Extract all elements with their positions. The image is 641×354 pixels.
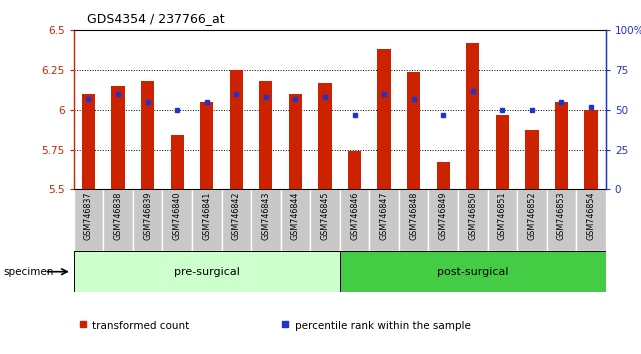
Text: GSM746850: GSM746850 [468, 191, 478, 240]
Text: GSM746842: GSM746842 [232, 191, 241, 240]
Bar [74, 251, 340, 292]
Bar [576, 189, 606, 251]
Text: specimen: specimen [3, 267, 54, 277]
Bar [458, 189, 488, 251]
Text: GSM746852: GSM746852 [528, 191, 537, 240]
Bar [141, 81, 154, 189]
Bar [288, 94, 302, 189]
Text: transformed count: transformed count [92, 321, 190, 331]
Bar [517, 189, 547, 251]
Text: GDS4354 / 237766_at: GDS4354 / 237766_at [87, 12, 224, 25]
Bar [281, 189, 310, 251]
Text: GSM746840: GSM746840 [172, 191, 181, 240]
Text: GSM746838: GSM746838 [113, 191, 122, 240]
Bar [310, 189, 340, 251]
Text: post-surgical: post-surgical [437, 267, 508, 277]
Bar [407, 72, 420, 189]
Bar [171, 135, 184, 189]
Text: percentile rank within the sample: percentile rank within the sample [294, 321, 470, 331]
Text: GSM746853: GSM746853 [557, 191, 566, 240]
Bar [437, 162, 450, 189]
Bar [112, 86, 125, 189]
Bar [466, 43, 479, 189]
Bar [495, 115, 509, 189]
Text: GSM746851: GSM746851 [498, 191, 507, 240]
Bar [399, 189, 428, 251]
Text: GSM746847: GSM746847 [379, 191, 388, 240]
Bar [103, 189, 133, 251]
Bar [162, 189, 192, 251]
Bar [585, 110, 597, 189]
Text: GSM746843: GSM746843 [262, 191, 271, 240]
Bar [547, 189, 576, 251]
Bar [192, 189, 222, 251]
Bar [369, 189, 399, 251]
Bar [340, 189, 369, 251]
Text: GSM746844: GSM746844 [291, 191, 300, 240]
Bar [319, 82, 331, 189]
Bar [525, 130, 538, 189]
Bar [229, 70, 243, 189]
Text: GSM746854: GSM746854 [587, 191, 595, 240]
Bar [378, 49, 391, 189]
Bar [554, 102, 568, 189]
Text: pre-surgical: pre-surgical [174, 267, 240, 277]
Text: GSM746845: GSM746845 [320, 191, 329, 240]
Bar [133, 189, 162, 251]
Text: GSM746839: GSM746839 [143, 191, 152, 240]
Bar [251, 189, 281, 251]
Bar [259, 81, 272, 189]
Text: GSM746841: GSM746841 [202, 191, 212, 240]
Text: GSM746849: GSM746849 [438, 191, 447, 240]
Bar [222, 189, 251, 251]
Text: GSM746846: GSM746846 [350, 191, 359, 240]
Bar [488, 189, 517, 251]
Bar [200, 102, 213, 189]
Bar [82, 94, 95, 189]
Text: GSM746848: GSM746848 [409, 191, 418, 240]
Bar [348, 151, 361, 189]
Bar [428, 189, 458, 251]
Bar [74, 189, 103, 251]
Text: GSM746837: GSM746837 [84, 191, 93, 240]
Bar [340, 251, 606, 292]
